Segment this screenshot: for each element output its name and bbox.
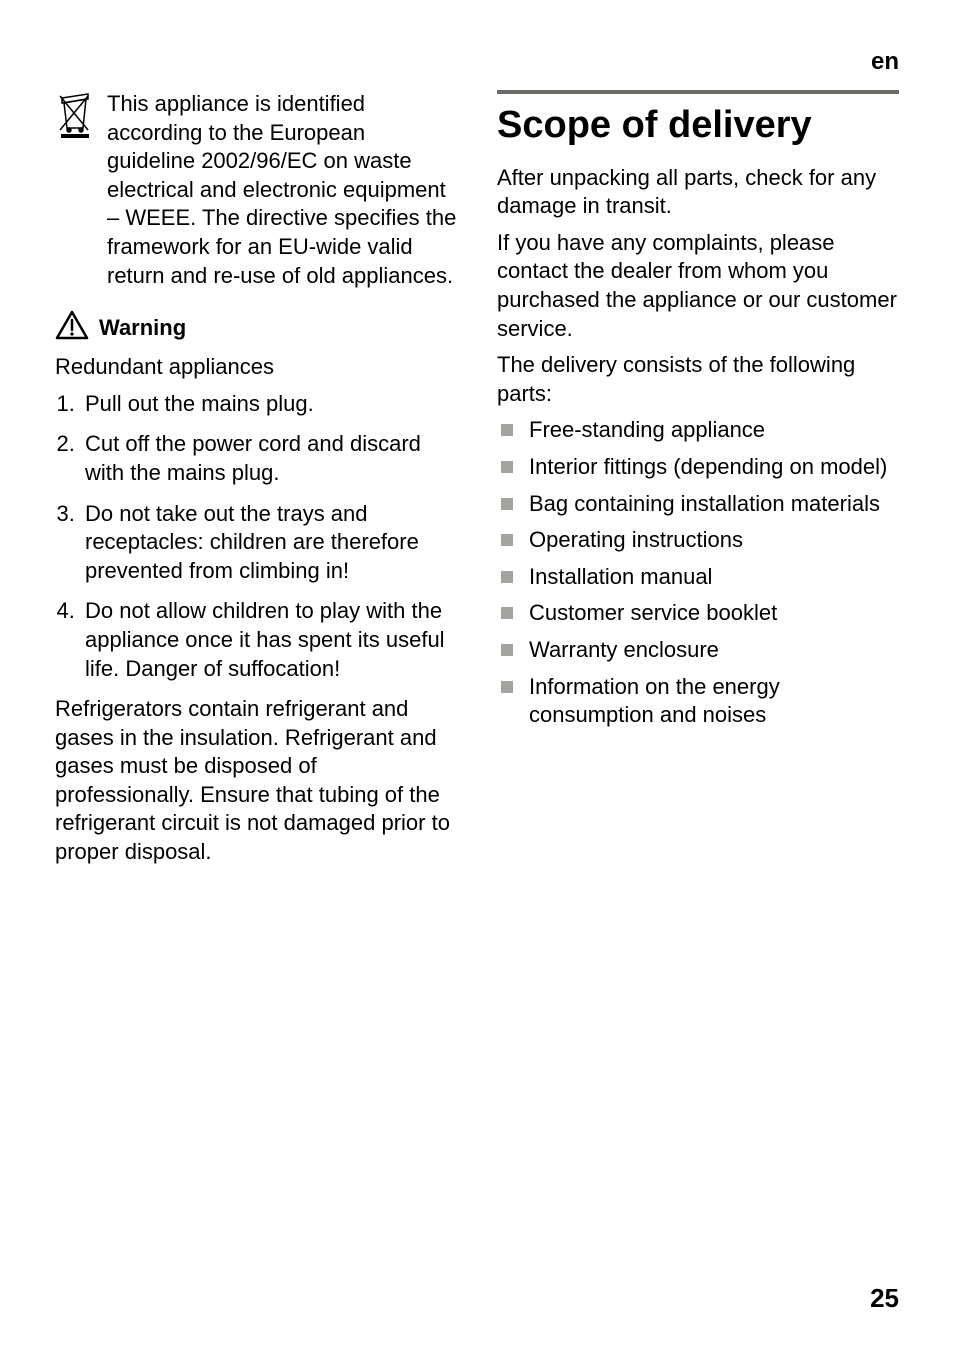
- weee-block: This appliance is identified according t…: [55, 90, 457, 290]
- list-item: Do not allow children to play with the a…: [81, 597, 457, 683]
- warning-label: Warning: [99, 315, 186, 341]
- list-item: Interior fittings (depending on model): [497, 453, 899, 482]
- scope-para-2: If you have any complaints, please conta…: [497, 229, 899, 343]
- list-item: Free-standing appliance: [497, 416, 899, 445]
- warning-heading: Warning: [55, 310, 457, 345]
- list-item: Information on the energy consumption an…: [497, 673, 899, 730]
- page: en: [0, 0, 954, 1354]
- language-tag: en: [871, 48, 899, 76]
- list-item: Customer service booklet: [497, 599, 899, 628]
- list-item: Warranty enclosure: [497, 636, 899, 665]
- list-item: Cut off the power cord and discard with …: [81, 430, 457, 487]
- refrigerant-paragraph: Refrigerators contain refrigerant and ga…: [55, 695, 457, 867]
- warning-triangle-icon: [55, 310, 89, 345]
- scope-para-3: The delivery consists of the following p…: [497, 351, 899, 408]
- scope-para-1: After unpacking all parts, check for any…: [497, 164, 899, 221]
- section-rule: [497, 90, 899, 94]
- list-item: Operating instructions: [497, 526, 899, 555]
- right-column: Scope of delivery After unpacking all pa…: [497, 90, 899, 875]
- content-columns: This appliance is identified according t…: [55, 90, 899, 875]
- list-item: Pull out the mains plug.: [81, 390, 457, 419]
- redundant-steps-list: Pull out the mains plug. Cut off the pow…: [55, 390, 457, 683]
- section-title: Scope of delivery: [497, 104, 899, 148]
- left-column: This appliance is identified according t…: [55, 90, 457, 875]
- weee-bin-icon: [55, 90, 95, 138]
- list-item: Bag containing installation materials: [497, 490, 899, 519]
- list-item: Installation manual: [497, 563, 899, 592]
- delivery-items-list: Free-standing appliance Interior fitting…: [497, 416, 899, 729]
- redundant-appliances-heading: Redundant appliances: [55, 353, 457, 382]
- page-number: 25: [870, 1283, 899, 1314]
- list-item: Do not take out the trays and receptacle…: [81, 500, 457, 586]
- weee-text: This appliance is identified according t…: [107, 90, 457, 290]
